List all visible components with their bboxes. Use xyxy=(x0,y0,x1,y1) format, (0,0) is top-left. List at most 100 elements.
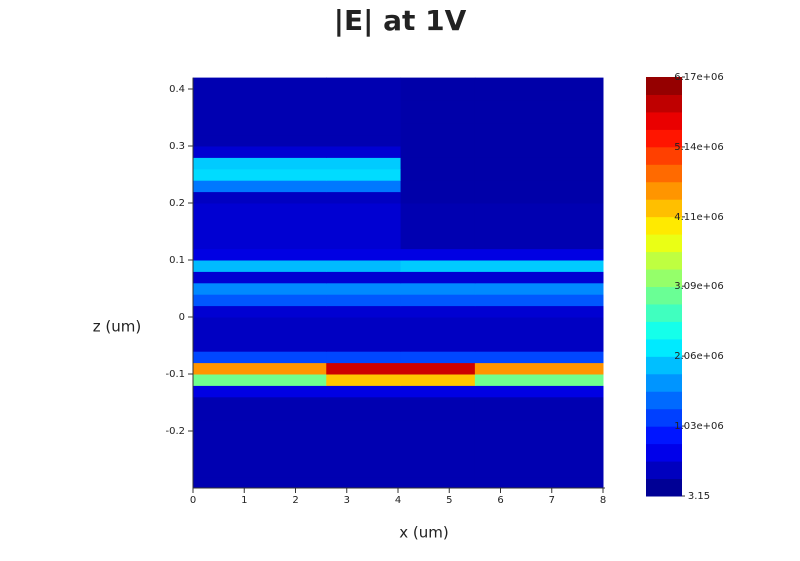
heatmap-cell xyxy=(400,168,476,181)
colorbar-step xyxy=(646,478,682,497)
heatmap-cell xyxy=(474,89,604,101)
x-axis-label: x (um) xyxy=(399,524,448,542)
x-tick-label: 3 xyxy=(344,495,350,506)
heatmap-cell xyxy=(193,362,327,375)
colorbar-step xyxy=(646,373,682,392)
heatmap-cell xyxy=(193,476,327,489)
heatmap-cell xyxy=(400,123,476,136)
heatmap-cell xyxy=(474,431,604,443)
heatmap-cell xyxy=(474,191,604,204)
heatmap-cell xyxy=(326,351,402,364)
heatmap-cell xyxy=(400,134,476,147)
colorbar-step xyxy=(646,216,682,235)
heatmap-cell xyxy=(474,351,604,364)
heatmap-cell xyxy=(193,77,327,90)
heatmap-cell xyxy=(400,191,476,204)
colorbar-step xyxy=(646,408,682,427)
heatmap-cell xyxy=(193,157,327,170)
heatmap-cell xyxy=(474,385,604,398)
y-tick-label: 0.2 xyxy=(169,198,185,209)
heatmap-cell xyxy=(326,214,402,227)
heatmap-cell xyxy=(400,351,476,364)
heatmap-cell xyxy=(193,396,327,409)
heatmap-cell xyxy=(474,180,604,193)
heatmap-cell xyxy=(326,146,402,158)
heatmap-cell xyxy=(326,294,402,307)
heatmap-cell xyxy=(326,431,402,443)
y-tick-label: -0.2 xyxy=(165,426,185,437)
heatmap-cell xyxy=(193,134,327,147)
heatmap-cell xyxy=(326,123,402,136)
colorbar-step xyxy=(646,111,682,130)
heatmap-cell xyxy=(474,328,604,341)
heatmap-cell xyxy=(193,111,327,124)
heatmap-cell xyxy=(474,168,604,181)
x-tick-label: 7 xyxy=(549,495,555,506)
heatmap-cell xyxy=(400,453,476,466)
heatmap-cell xyxy=(193,180,327,193)
heatmap-cell xyxy=(326,339,402,352)
heatmap-cell xyxy=(193,317,327,329)
heatmap-cell xyxy=(400,465,476,478)
y-tick-label: 0.1 xyxy=(169,255,185,266)
heatmap-cell xyxy=(326,271,402,284)
heatmap-cell xyxy=(474,260,604,272)
colorbar-step xyxy=(646,251,682,270)
heatmap-cell xyxy=(474,271,604,284)
heatmap-cell xyxy=(326,362,402,375)
colorbar-step xyxy=(646,164,682,183)
colorbar-step xyxy=(646,303,682,322)
y-tick-label: 0 xyxy=(179,312,185,323)
colorbar-tick-label: 6.17e+06 xyxy=(674,72,724,83)
heatmap-cell xyxy=(193,328,327,341)
heatmap-cell xyxy=(400,203,476,215)
x-tick-label: 2 xyxy=(292,495,298,506)
heatmap-cell xyxy=(326,248,402,261)
heatmap-cell xyxy=(326,237,402,250)
heatmap-cell xyxy=(326,453,402,466)
heatmap-cell xyxy=(400,248,476,261)
colorbar-step xyxy=(646,461,682,480)
colorbar-step xyxy=(646,129,682,148)
heatmap-cell xyxy=(474,374,604,386)
heatmap-cell xyxy=(400,362,476,375)
heatmap-cell xyxy=(193,225,327,238)
heatmap-cell xyxy=(193,419,327,432)
heatmap-cell xyxy=(474,294,604,307)
heatmap-cell xyxy=(474,476,604,489)
x-tick-label: 8 xyxy=(600,495,606,506)
heatmap-cell xyxy=(474,282,604,295)
heatmap-cell xyxy=(400,339,476,352)
heatmap-cell xyxy=(400,442,476,455)
heatmap-cell xyxy=(400,111,476,124)
colorbar-step xyxy=(646,199,682,218)
heatmap-cell xyxy=(193,123,327,136)
heatmap-cell xyxy=(326,465,402,478)
heatmap-cell xyxy=(193,385,327,398)
heatmap-cell xyxy=(400,431,476,443)
heatmap-cell xyxy=(474,237,604,250)
heatmap-cell xyxy=(400,237,476,250)
colorbar-step xyxy=(646,286,682,305)
heatmap-cell xyxy=(400,419,476,432)
heatmap-cell xyxy=(474,339,604,352)
x-tick-label: 0 xyxy=(190,495,196,506)
heatmap-cell xyxy=(326,328,402,341)
heatmap-cell xyxy=(193,260,327,272)
heatmap-cell xyxy=(474,146,604,158)
heatmap-cell xyxy=(400,180,476,193)
heatmap-cell xyxy=(474,317,604,329)
heatmap-cell xyxy=(400,214,476,227)
heatmap-cell xyxy=(400,260,476,272)
heatmap-cell xyxy=(326,374,402,386)
heatmap-cell xyxy=(474,408,604,421)
heatmap-cell xyxy=(193,453,327,466)
colorbar-step xyxy=(646,443,682,462)
colorbar-tick-label: 5.14e+06 xyxy=(674,142,724,153)
heatmap-cell xyxy=(326,168,402,181)
heatmap-cell xyxy=(193,89,327,101)
heatmap-cell xyxy=(400,294,476,307)
heatmap-cell xyxy=(326,157,402,170)
heatmap-cell xyxy=(326,419,402,432)
